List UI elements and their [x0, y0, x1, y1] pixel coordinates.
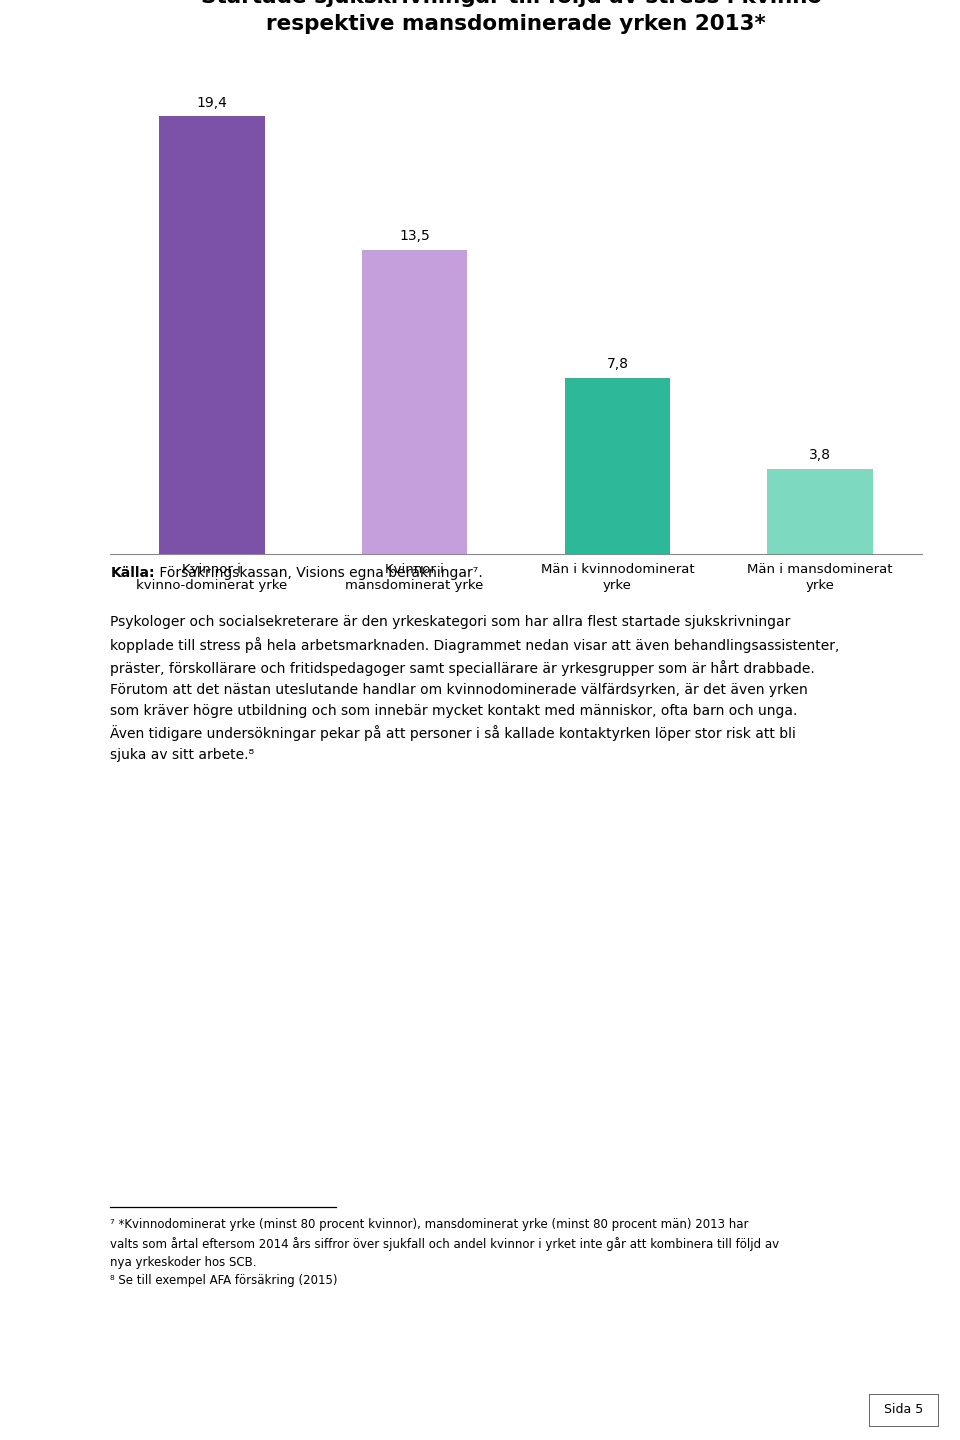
- Bar: [564, 379, 670, 554]
- Bar: [767, 468, 873, 554]
- Text: 13,5: 13,5: [399, 229, 430, 243]
- Title: Startade sjukskrivningar till följd av stress i kvinno-
respektive mansdominerad: Startade sjukskrivningar till följd av s…: [201, 0, 831, 33]
- Text: ⁷ *Kvinnodominerat yrke (minst 80 procent kvinnor), mansdominerat yrke (minst 80: ⁷ *Kvinnodominerat yrke (minst 80 procen…: [110, 1218, 780, 1287]
- Bar: [362, 249, 468, 554]
- Text: 7,8: 7,8: [607, 357, 629, 372]
- Text: Försäkringskassan, Visions egna beräkningar⁷.: Försäkringskassan, Visions egna beräknin…: [155, 566, 482, 580]
- Text: 3,8: 3,8: [809, 448, 831, 462]
- Text: 19,4: 19,4: [197, 95, 228, 109]
- Text: Sida 5: Sida 5: [884, 1403, 923, 1417]
- Text: Källa:: Källa:: [110, 566, 155, 580]
- Text: Psykologer och socialsekreterare är den yrkeskategori som har allra flest starta: Psykologer och socialsekreterare är den …: [110, 615, 840, 762]
- Bar: [159, 117, 265, 554]
